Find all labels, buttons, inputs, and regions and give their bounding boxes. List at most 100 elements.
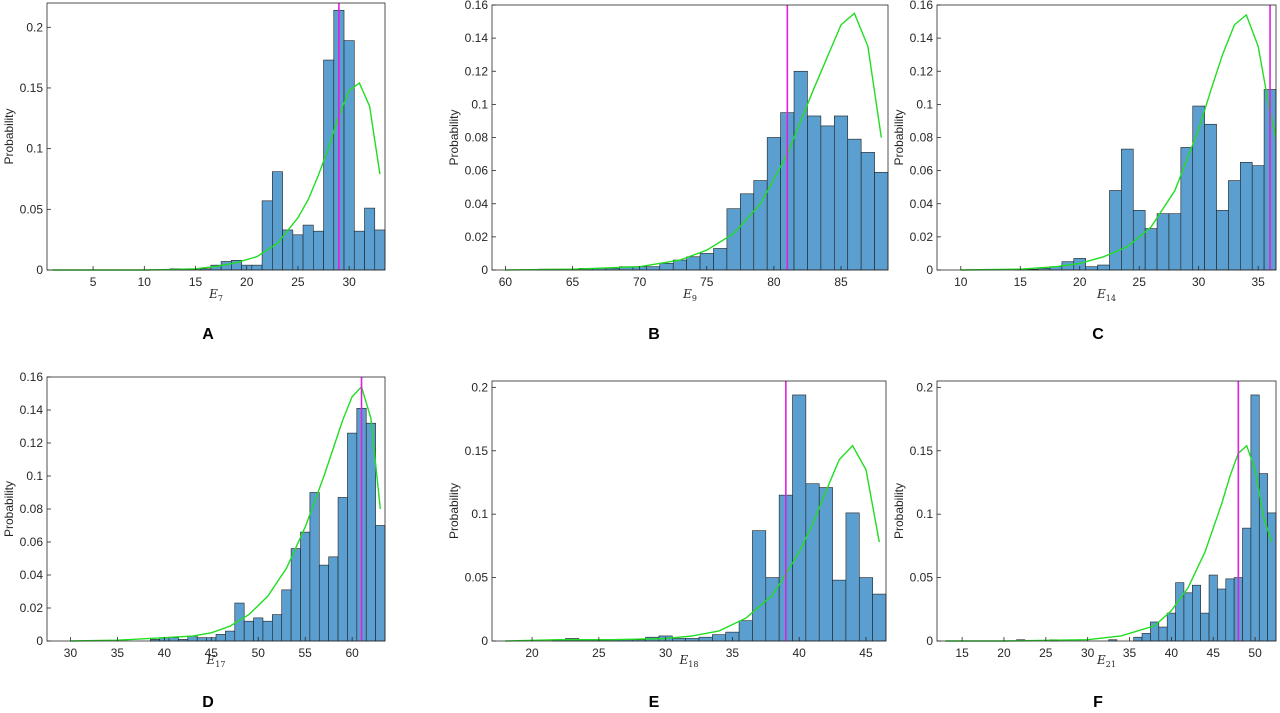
histogram-bar	[374, 229, 386, 271]
histogram-bar	[1180, 147, 1194, 271]
panel-label-c: C	[1092, 326, 1104, 343]
y-tick-label: 0.12	[465, 64, 489, 78]
y-axis-label: Probability	[2, 108, 16, 164]
chart-panel-f: 15 20 25 30 35 40 45 50 0 0.05 0.1 0.15 0.2 Probabili…	[860, 357, 1280, 713]
histogram-bar	[168, 637, 179, 642]
y-tick-label: 0.2	[26, 20, 43, 34]
histogram-bar	[659, 263, 674, 271]
y-tick-label: 0.08	[465, 131, 489, 145]
histogram-bar	[1208, 574, 1218, 642]
x-tick-label: 25	[1039, 646, 1053, 660]
y-tick-label: 0.04	[465, 197, 489, 211]
x-tick-label: 25	[592, 646, 606, 660]
y-tick-label: 0	[481, 263, 488, 277]
histogram-bar	[1158, 626, 1168, 642]
histogram-bar	[272, 614, 283, 642]
histogram-bar	[1204, 123, 1217, 271]
histogram-bar	[807, 115, 822, 271]
x-axis-label: E9	[682, 287, 697, 303]
x-tick-label: 45	[1207, 646, 1221, 660]
y-tick-label: 0.06	[465, 164, 489, 178]
y-tick-label: 0.15	[910, 444, 934, 458]
x-axis-label: E7	[208, 287, 223, 303]
x-tick-label: 50	[252, 646, 266, 660]
x-tick-label: 55	[299, 646, 313, 660]
histogram-bar	[1133, 636, 1143, 642]
x-tick-label: 85	[834, 275, 848, 289]
y-axis-label: Probability	[2, 481, 16, 537]
y-tick-label: 0.06	[910, 164, 934, 178]
x-axis-label: E17	[206, 653, 226, 669]
histogram-bar	[805, 483, 820, 642]
x-tick-label: 30	[1192, 275, 1206, 289]
axes-box	[46, 2, 386, 271]
x-tick-label: 65	[566, 275, 580, 289]
histogram-bar	[1228, 180, 1241, 271]
histogram-bar	[318, 564, 329, 642]
histogram-bar	[832, 579, 847, 642]
histogram-bar	[309, 492, 320, 642]
histogram-bar	[752, 530, 767, 642]
y-tick-label: 0.16	[465, 0, 489, 12]
x-tick-label: 35	[1123, 646, 1137, 660]
y-tick-label: 0.1	[471, 507, 488, 521]
histogram-bar	[196, 637, 207, 642]
histogram-bar	[1216, 210, 1229, 271]
x-tick-label: 45	[859, 646, 873, 660]
chart-svg: 15 20 25 30 35 40 45 50 0 0.05 0.1 0.15 0.2 Probabili…	[892, 380, 1277, 669]
histogram-bar	[1240, 162, 1253, 271]
axes-box	[491, 380, 887, 642]
y-tick-label: 0.05	[20, 202, 44, 216]
histogram-bar	[281, 589, 292, 642]
x-tick-label: 60	[499, 275, 513, 289]
histogram-bar	[793, 70, 808, 271]
histogram-bar	[845, 512, 860, 642]
panel-label-d: D	[202, 694, 214, 711]
histogram-bar	[1166, 612, 1176, 642]
model-curve	[505, 444, 880, 642]
chart-panel-e: 20 25 30 35 40 45 0 0.05 0.1 0.15 0.2 Probability E1…	[440, 357, 887, 713]
y-axis-label: Probability	[892, 109, 906, 165]
y-tick-label: 0	[36, 634, 43, 648]
y-tick-label: 0.1	[471, 97, 488, 111]
histogram-bar	[1242, 527, 1252, 642]
y-tick-label: 0	[926, 634, 933, 648]
x-tick-label: 20	[240, 275, 254, 289]
x-tick-label: 20	[1073, 275, 1087, 289]
histogram-bar	[290, 548, 301, 642]
histogram-bars	[551, 394, 887, 642]
x-tick-label: 25	[1133, 275, 1147, 289]
x-tick-label: 20	[525, 646, 539, 660]
histogram-bar	[323, 59, 335, 271]
histogram-bar	[328, 556, 339, 642]
x-tick-label: 50	[1248, 646, 1262, 660]
histogram-bar	[1156, 213, 1170, 271]
chart-panel-a: 5 10 15 20 25 30 0 0.05 0.1 0.15 0.2 Probability E7 …	[0, 0, 420, 356]
histogram-bar	[834, 115, 849, 271]
y-tick-label: 0.15	[20, 81, 44, 95]
panel-label-f: F	[1093, 694, 1103, 711]
model-curve	[960, 13, 1277, 271]
y-tick-label: 0.16	[910, 0, 934, 12]
x-tick-label: 10	[138, 275, 152, 289]
histogram-bar	[261, 200, 273, 271]
y-tick-label: 0.12	[910, 64, 934, 78]
histogram-bar	[1097, 264, 1110, 271]
y-tick-label: 0.14	[465, 31, 489, 45]
y-tick-label: 0.05	[910, 571, 934, 585]
model-curve	[52, 82, 381, 271]
x-tick-label: 30	[659, 646, 673, 660]
x-tick-label: 30	[1081, 646, 1095, 660]
y-tick-label: 0.05	[465, 571, 489, 585]
x-tick-label: 20	[997, 646, 1011, 660]
histogram-bar	[738, 620, 753, 642]
histogram-bar	[698, 636, 713, 642]
histogram-bar	[1109, 190, 1122, 271]
histogram-bar	[343, 40, 355, 271]
x-axis-label: E21	[1096, 653, 1116, 669]
histogram-bar	[1250, 394, 1260, 642]
histogram-bar	[364, 207, 376, 271]
y-tick-label: 0.08	[910, 131, 934, 145]
histogram-bar	[215, 634, 226, 642]
histogram-bar	[1175, 582, 1185, 642]
